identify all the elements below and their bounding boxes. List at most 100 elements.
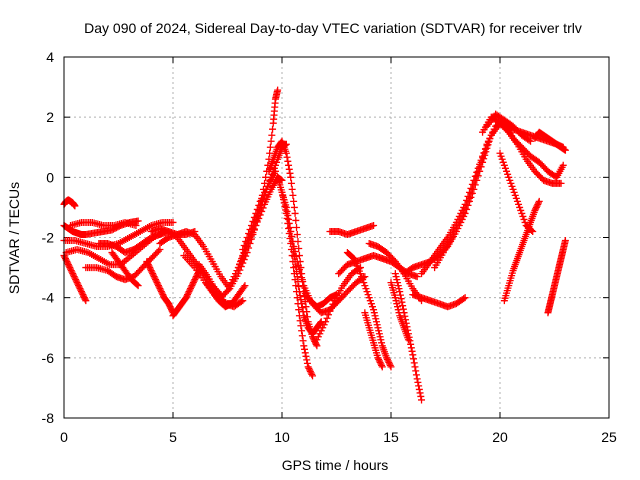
y-tick-label: -4 (42, 290, 55, 306)
data-point (393, 300, 401, 308)
data-point (479, 154, 487, 162)
data-point (189, 280, 197, 288)
data-point (378, 361, 386, 369)
series-arc-30 (361, 309, 386, 371)
data-point (306, 366, 314, 374)
data-point (159, 291, 167, 299)
series-arc-09 (108, 249, 142, 290)
data-point (535, 197, 543, 205)
data-point (407, 340, 415, 348)
y-tick-label: 2 (46, 109, 54, 125)
series-arc-27 (326, 221, 378, 238)
data-point (71, 274, 79, 282)
data-point (268, 131, 276, 139)
data-point (299, 308, 307, 316)
data-point (377, 336, 385, 344)
data-point (229, 276, 237, 284)
data-point (296, 317, 304, 325)
series-arc-21 (265, 137, 321, 350)
data-point (519, 212, 527, 220)
data-point (67, 267, 75, 275)
data-point (70, 273, 78, 281)
data-point (149, 270, 157, 278)
data-point (301, 345, 309, 353)
data-point (465, 194, 473, 202)
data-point (460, 295, 468, 303)
data-point (365, 294, 373, 302)
data-point (266, 143, 274, 151)
data-point (394, 303, 402, 311)
data-point (253, 205, 261, 213)
data-point (298, 300, 306, 308)
data-point (372, 318, 380, 326)
data-point (285, 219, 293, 227)
data-point (144, 259, 152, 267)
data-point (327, 304, 335, 312)
x-tick-label: 10 (274, 429, 290, 445)
data-point (77, 288, 85, 296)
data-point (473, 172, 481, 180)
data-point (559, 161, 567, 169)
data-point (165, 301, 173, 309)
data-point (394, 279, 402, 287)
data-point (303, 359, 311, 367)
data-point (509, 185, 517, 193)
data-point (156, 285, 164, 293)
data-point (486, 134, 494, 142)
data-point (288, 185, 296, 193)
data-point (460, 208, 468, 216)
data-point (285, 165, 293, 173)
data-point (288, 232, 296, 240)
data-point (361, 282, 369, 290)
data-point (415, 382, 423, 390)
data-point (230, 273, 238, 281)
y-tick-label: -2 (42, 230, 55, 246)
data-point (386, 361, 394, 369)
data-point (533, 202, 541, 210)
data-point (317, 319, 325, 327)
data-point (397, 295, 405, 303)
data-point (529, 227, 537, 235)
data-point (132, 221, 140, 229)
data-point (240, 249, 248, 257)
data-point (150, 273, 158, 281)
data-point (263, 182, 271, 190)
data-point (290, 197, 298, 205)
data-point (416, 389, 424, 397)
data-point (252, 209, 260, 217)
data-point (505, 173, 513, 181)
data-point (373, 321, 381, 329)
data-point (454, 221, 462, 229)
data-point (282, 203, 290, 211)
data-point (192, 273, 200, 281)
data-point (79, 291, 87, 299)
series-arc-40 (492, 116, 567, 181)
data-point (461, 294, 469, 302)
data-point (386, 360, 394, 368)
data-point (169, 218, 177, 226)
data-point (75, 282, 83, 290)
data-point (449, 230, 457, 238)
data-point (69, 270, 77, 278)
data-point (245, 229, 253, 237)
data-point (302, 352, 310, 360)
data-point (271, 167, 279, 175)
data-point (507, 179, 515, 187)
series-arc-18 (226, 173, 286, 290)
data-point (289, 238, 297, 246)
data-point (394, 282, 402, 290)
data-point (167, 304, 175, 312)
data-point (468, 185, 476, 193)
data-point (501, 164, 509, 172)
data-point (289, 191, 297, 199)
data-point (284, 211, 292, 219)
data-point (293, 223, 301, 231)
data-point (464, 198, 472, 206)
x-axis-label: GPS time / hours (282, 457, 389, 473)
data-point (368, 303, 376, 311)
data-point (512, 194, 520, 202)
data-point (314, 333, 322, 341)
data-point (326, 307, 334, 315)
data-point (78, 289, 86, 297)
data-point (362, 285, 370, 293)
